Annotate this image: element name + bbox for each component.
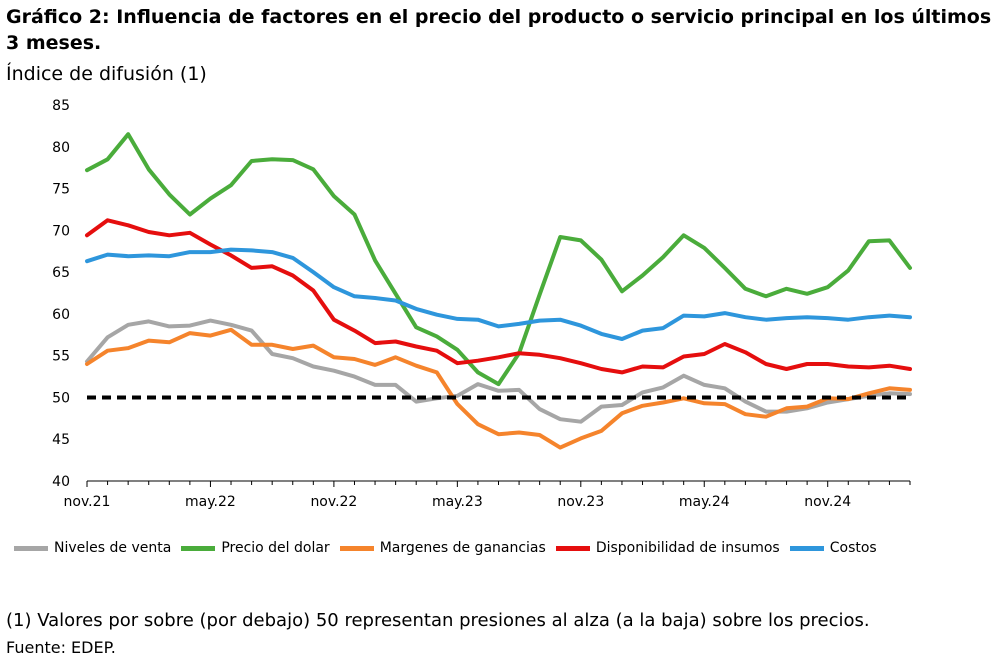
legend-swatch [789,545,824,551]
legend-label: Margenes de ganancias [379,540,546,556]
legend-label: Niveles de venta [54,540,172,556]
legend-item-4: Costos [789,540,877,556]
legend-swatch [339,545,374,551]
series-line-1 [85,132,912,387]
x-tick-label: nov.23 [557,494,604,510]
chart-title: Gráfico 2: Influencia de factores en el … [6,6,992,54]
x-tick-label: may.23 [432,494,483,510]
chart-subtitle: Índice de difusión (1) [6,63,207,85]
source-note: Fuente: EDEP. [6,638,116,657]
x-tick-label: nov.24 [804,494,851,510]
x-tick-label: may.22 [185,494,236,510]
legend-label: Disponibilidad de insumos [595,540,780,556]
line-chart: 40 45 50 55 60 65 70 75 80 85 nov.21 may.22 nov.22 m… [52,98,912,510]
y-axis: 40 45 50 55 60 65 70 75 80 85 [52,98,70,490]
chart-legend: Niveles de venta Precio del dolar Margenes… [14,540,994,556]
x-tick-label: nov.21 [64,494,111,510]
series-line-3 [85,218,912,375]
y-tick-label: 85 [52,98,70,114]
y-tick-label: 70 [52,223,70,239]
x-tick-label: may.24 [679,494,730,510]
footnote: (1) Valores por sobre (por debajo) 50 re… [6,610,870,631]
y-tick-label: 60 [52,307,70,323]
y-tick-label: 80 [52,140,70,156]
series-line-4 [85,247,912,341]
legend-swatch [14,545,48,551]
series-line-2 [85,327,912,450]
y-tick-label: 50 [52,390,70,406]
x-tick-label: nov.22 [310,494,357,510]
y-tick-label: 40 [52,474,70,490]
y-tick-label: 45 [52,432,70,448]
x-axis: nov.21 may.22 nov.22 may.23 nov.23 may.24 nov.… [64,480,911,510]
legend-item-3: Disponibilidad de insumos [555,540,780,556]
series-line-0 [85,318,912,424]
y-tick-label: 55 [52,349,70,365]
legend-label: Costos [829,540,877,556]
y-tick-label: 75 [52,182,70,198]
legend-label: Precio del dolar [221,540,330,556]
legend-item-0: Niveles de venta [14,540,171,556]
legend-swatch [555,545,590,551]
legend-item-1: Precio del dolar [181,540,330,556]
legend-swatch [181,545,216,551]
legend-item-2: Margenes de ganancias [339,540,546,556]
series-group [85,132,912,450]
y-tick-label: 65 [52,265,70,281]
